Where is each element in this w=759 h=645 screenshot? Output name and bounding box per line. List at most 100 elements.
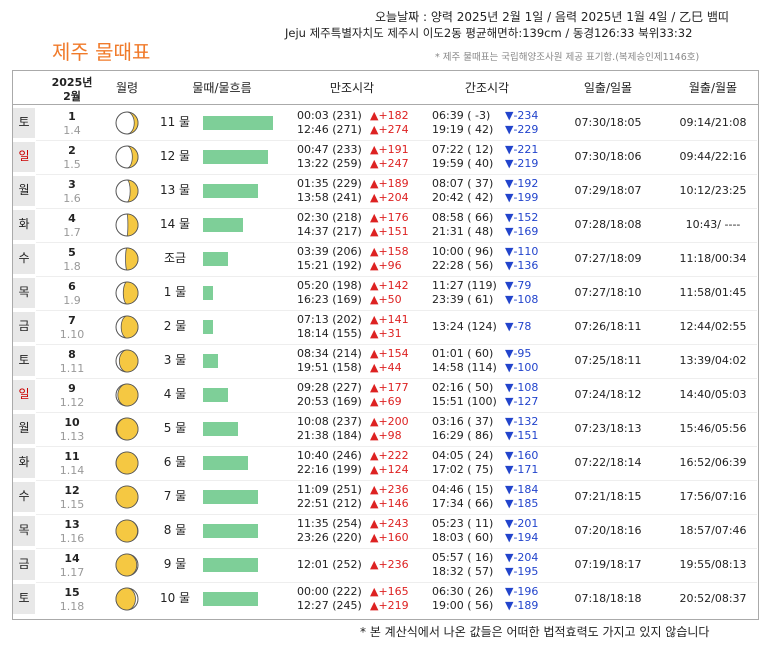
high-time: 09:28 (227)	[297, 381, 362, 394]
low-time: 11:27 (119)	[432, 279, 497, 292]
weekday: 목	[18, 285, 30, 299]
tide: 1 물	[163, 285, 187, 299]
low-time: 04:46 ( 15)	[432, 483, 494, 496]
low-time: 02:16 ( 50)	[432, 381, 494, 394]
low-diff: ▼-195	[505, 565, 539, 578]
moonrise: 15:46/05:56	[679, 422, 747, 435]
high-time: 10:40 (246)	[297, 449, 362, 462]
day: 10	[64, 416, 80, 429]
sun: 07:24/18:12	[574, 388, 642, 401]
weekday: 수	[18, 251, 30, 265]
tide: 2 물	[163, 319, 187, 333]
low-time: 01:01 ( 60)	[432, 347, 494, 360]
high-diff: ▲+50	[370, 293, 402, 306]
high-diff: ▲+219	[370, 599, 409, 612]
low-diff: ▼-234	[505, 109, 539, 122]
high-diff: ▲+243	[370, 517, 409, 530]
flow-bar	[203, 490, 258, 504]
low-diff: ▼-184	[505, 483, 539, 496]
low-time: 06:30 ( 26)	[432, 585, 494, 598]
column-header: 물때/물흐름	[192, 81, 252, 95]
row-line	[36, 412, 757, 413]
lunar: 1.13	[59, 430, 85, 443]
low-diff: ▼-196	[505, 585, 539, 598]
weekday: 토	[18, 591, 30, 605]
low-diff: ▼-189	[505, 599, 539, 612]
month: 2월	[63, 90, 81, 103]
low-time: 19:59 ( 40)	[432, 157, 494, 170]
tide: 12 물	[159, 149, 191, 163]
weekday-cell	[13, 142, 35, 172]
lunar: 1.5	[63, 158, 81, 171]
sun: 07:20/18:16	[574, 524, 642, 537]
high-diff: ▲+69	[370, 395, 402, 408]
day: 6	[68, 280, 76, 293]
column-header: 만조시각	[329, 81, 375, 95]
day: 3	[68, 178, 76, 191]
row-line	[36, 174, 757, 175]
high-diff: ▲+146	[370, 497, 409, 510]
high-time: 19:51 (158)	[297, 361, 362, 374]
low-diff: ▼-108	[505, 293, 539, 306]
low-time: 05:23 ( 11)	[432, 517, 494, 530]
high-time: 22:16 (199)	[297, 463, 362, 476]
year: 2025년	[51, 76, 93, 89]
sun: 07:27/18:09	[574, 252, 642, 265]
high-time: 01:35 (229)	[297, 177, 362, 190]
moonrise: 17:56/07:16	[679, 490, 747, 503]
row-line	[36, 344, 757, 345]
row-line	[36, 446, 757, 447]
high-time: 22:51 (212)	[297, 497, 362, 510]
low-diff: ▼-229	[505, 123, 539, 136]
high-diff: ▲+177	[370, 381, 409, 394]
high-time: 18:14 (155)	[297, 327, 362, 340]
low-time: 17:02 ( 75)	[432, 463, 494, 476]
high-time: 13:22 (259)	[297, 157, 362, 170]
high-diff: ▲+182	[370, 109, 409, 122]
low-diff: ▼-171	[505, 463, 539, 476]
day: 5	[68, 246, 76, 259]
tide: 8 물	[163, 523, 187, 537]
low-diff: ▼-185	[505, 497, 539, 510]
weekday-cell	[13, 312, 35, 342]
column-header: 월출/월몰	[688, 81, 738, 95]
high-time: 11:35 (254)	[297, 517, 362, 530]
tide: 조금	[163, 251, 187, 265]
low-time: 13:24 (124)	[432, 320, 497, 333]
high-time: 23:26 (220)	[297, 531, 362, 544]
low-diff: ▼-221	[505, 143, 539, 156]
day: 9	[68, 382, 76, 395]
sun: 07:28/18:08	[574, 218, 642, 231]
weekday-cell	[13, 448, 35, 478]
high-time: 15:21 (192)	[297, 259, 362, 272]
high-diff: ▲+176	[370, 211, 409, 224]
moonrise: 16:52/06:39	[679, 456, 747, 469]
tide: 7 물	[163, 489, 187, 503]
sun: 07:18/18:18	[574, 592, 642, 605]
day: 14	[64, 552, 80, 565]
high-diff: ▲+189	[370, 177, 409, 190]
low-time: 05:57 ( 16)	[432, 551, 494, 564]
weekday: 화	[18, 455, 30, 469]
low-diff: ▼-201	[505, 517, 539, 530]
day: 11	[64, 450, 80, 463]
sun: 07:30/18:06	[574, 150, 642, 163]
weekday: 목	[18, 523, 30, 537]
high-time: 16:23 (169)	[297, 293, 362, 306]
high-diff: ▲+158	[370, 245, 409, 258]
high-diff: ▲+191	[370, 143, 409, 156]
low-time: 08:58 ( 66)	[432, 211, 494, 224]
low-diff: ▼-160	[505, 449, 539, 462]
low-time: 03:16 ( 37)	[432, 415, 494, 428]
flow-bar	[203, 184, 258, 198]
moonrise: 14:40/05:03	[679, 388, 747, 401]
tide: 10 물	[159, 591, 191, 605]
flow-bar	[203, 592, 258, 606]
day: 1	[68, 110, 76, 123]
high-time: 07:13 (202)	[297, 313, 362, 326]
lunar: 1.11	[59, 362, 85, 375]
low-diff: ▼-199	[505, 191, 539, 204]
low-time: 08:07 ( 37)	[432, 177, 494, 190]
low-diff: ▼-100	[505, 361, 539, 374]
